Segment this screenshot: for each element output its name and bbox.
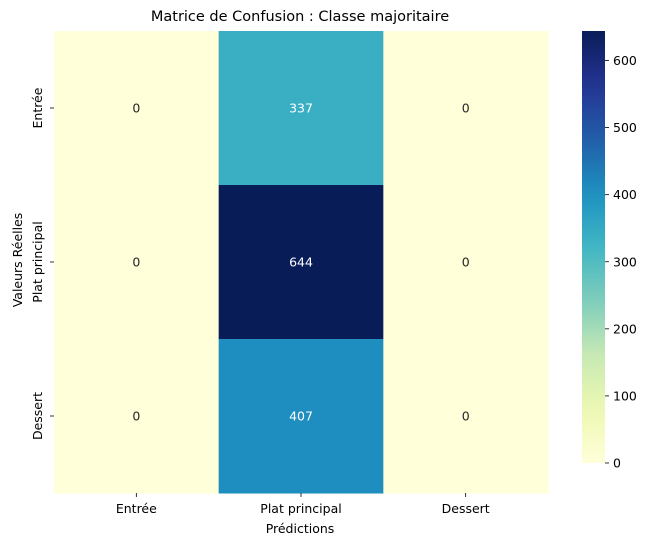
colorbar-ticks: 0 100 200 300 400 500 600 — [605, 53, 637, 471]
x-axis-label: Prédictions — [266, 521, 335, 536]
heatmap-cell — [218, 185, 384, 340]
colorbar-tick-label: 600 — [613, 53, 637, 68]
colorbar-tick-label: 500 — [613, 120, 637, 135]
heatmap-cell — [383, 339, 549, 494]
y-axis-ticks: Entrée Plat principal Dessert — [30, 87, 54, 440]
x-axis-ticks: Entrée Plat principal Dessert — [116, 493, 490, 516]
colorbar-tick-label: 400 — [613, 187, 637, 202]
heatmap-cell — [54, 31, 220, 186]
x-tick-label: Entrée — [116, 501, 157, 516]
colorbar-tick-label: 200 — [613, 321, 637, 336]
y-axis-label: Valeurs Réelles — [10, 213, 25, 308]
colorbar-tick-label: 0 — [613, 456, 621, 471]
cell-value-label: 407 — [289, 409, 313, 424]
heatmap-cell — [383, 31, 549, 186]
heatmap-cell — [218, 31, 384, 186]
cell-value-label: 0 — [132, 255, 140, 270]
cell-value-label: 0 — [462, 101, 470, 116]
heatmap-cell — [54, 339, 220, 494]
y-tick-label: Entrée — [30, 87, 45, 128]
y-tick-label: Plat principal — [30, 221, 45, 302]
y-tick-label: Dessert — [30, 392, 45, 440]
colorbar — [582, 31, 605, 463]
heatmap-cell — [218, 339, 384, 494]
cell-value-label: 644 — [289, 255, 313, 270]
cell-annotations: 0 337 0 0 644 0 0 407 0 — [132, 101, 469, 424]
colorbar-tick-label: 100 — [613, 388, 637, 403]
chart-title: Matrice de Confusion : Classe majoritair… — [151, 9, 449, 25]
cell-value-label: 0 — [462, 409, 470, 424]
cell-value-label: 337 — [289, 101, 313, 116]
colorbar-tick-label: 300 — [613, 254, 637, 269]
cell-value-label: 0 — [132, 101, 140, 116]
heatmap-cell — [54, 185, 220, 340]
x-tick-label: Dessert — [442, 501, 490, 516]
heatmap-cell — [383, 185, 549, 340]
cell-value-label: 0 — [132, 409, 140, 424]
cell-value-label: 0 — [462, 255, 470, 270]
x-tick-label: Plat principal — [260, 501, 341, 516]
heatmap-cells — [54, 31, 549, 494]
